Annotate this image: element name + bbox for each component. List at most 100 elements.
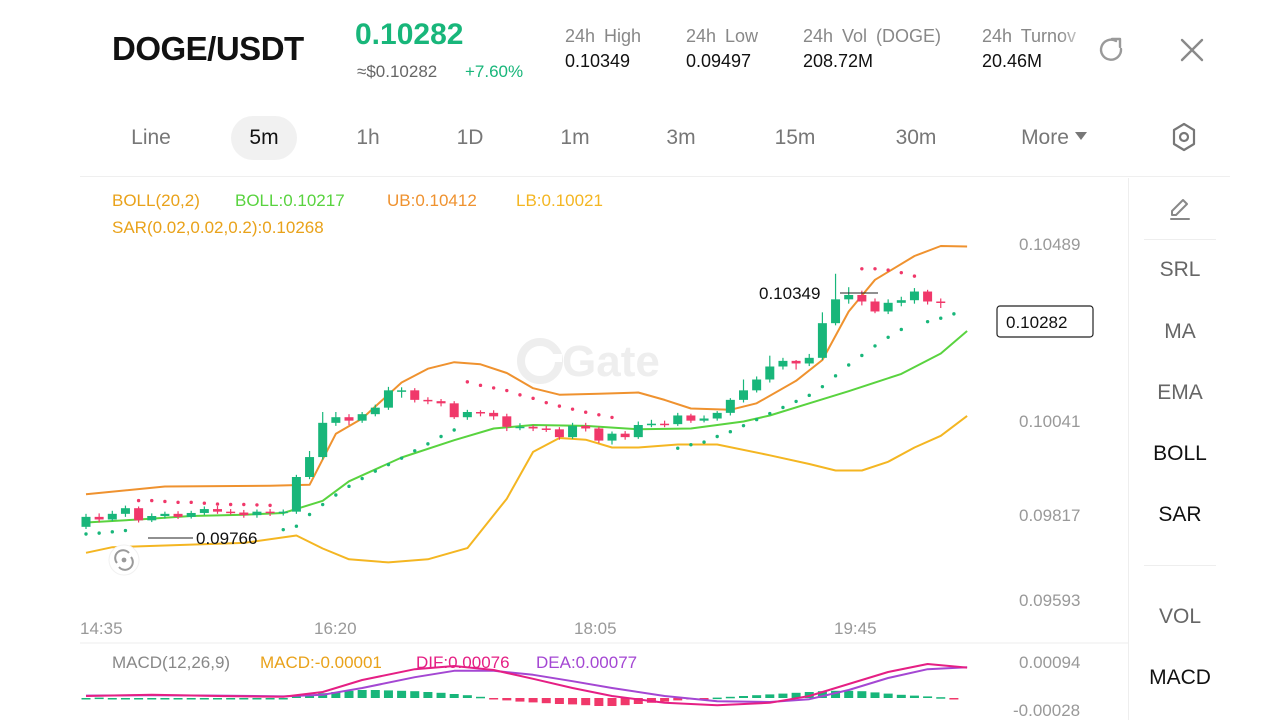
candle-body	[291, 477, 301, 512]
tab-5m[interactable]: 5m	[231, 116, 297, 160]
sar-dot	[413, 449, 417, 453]
macd-histogram-bar	[831, 690, 841, 698]
candlestick	[213, 506, 222, 514]
candle-body	[581, 425, 591, 429]
sar-dot	[452, 428, 456, 432]
indicator-sar[interactable]: SAR	[1158, 503, 1202, 526]
candlestick	[568, 422, 578, 439]
macd-histogram-bar	[607, 698, 617, 706]
candle-body	[81, 516, 91, 527]
candlestick	[581, 422, 591, 432]
close-icon	[1180, 38, 1204, 62]
macd-histogram-bar	[909, 695, 919, 698]
candlestick	[515, 423, 525, 431]
macd-histogram-bar	[344, 690, 354, 698]
candle-body	[449, 403, 459, 418]
sar-dot	[321, 502, 325, 507]
candlestick	[607, 431, 617, 445]
tab-3m[interactable]: 3m	[666, 126, 696, 149]
sar-dot	[531, 396, 535, 401]
tab-30m[interactable]: 30m	[895, 126, 937, 149]
boll-mid-label: BOLL:0.10217	[235, 191, 345, 210]
indicator-boll[interactable]: BOLL	[1153, 442, 1207, 465]
candle-body	[489, 412, 499, 417]
candle-body	[107, 513, 117, 520]
sar-dot	[768, 411, 772, 416]
candlestick	[502, 413, 512, 432]
candlestick	[449, 401, 459, 419]
macd-histogram-bar	[199, 698, 209, 700]
candlestick	[936, 298, 946, 308]
tab-line[interactable]: Line	[131, 126, 171, 149]
tab-more[interactable]: More	[1004, 116, 1104, 160]
candlestick	[844, 287, 854, 304]
chart-settings-button[interactable]	[1168, 120, 1200, 154]
tab-1m[interactable]: 1m	[560, 126, 590, 149]
stat-label: 24h Turnov	[982, 26, 1077, 46]
sar-dot	[860, 353, 864, 358]
macd-histogram-bar	[712, 697, 722, 700]
last-price: 0.10282	[355, 18, 464, 51]
macd-histogram-bar	[331, 692, 341, 698]
sar-dot	[873, 344, 877, 348]
sar-dot	[754, 417, 759, 422]
candle-body	[265, 511, 275, 514]
indicator-ema[interactable]: EMA	[1157, 381, 1203, 404]
candle-body	[883, 302, 893, 312]
indicator-vol[interactable]: VOL	[1158, 605, 1202, 628]
candlestick	[673, 412, 683, 426]
candlestick	[712, 411, 722, 421]
candle-body	[423, 399, 433, 402]
candle-body	[252, 511, 262, 516]
tab-1d[interactable]: 1D	[456, 126, 484, 149]
candle-body	[383, 390, 393, 408]
candle-body	[554, 429, 564, 438]
sar-dot	[360, 476, 364, 481]
macd-histogram-bar	[844, 690, 854, 698]
sar-dot	[97, 531, 101, 535]
candlestick	[436, 399, 446, 407]
settings-icon	[1172, 122, 1196, 152]
sar-dot	[505, 388, 509, 393]
candlestick	[318, 412, 328, 460]
macd-histogram-bar	[765, 694, 775, 698]
tab-more-label: More	[1021, 126, 1069, 149]
macd-histogram-bar	[147, 698, 157, 700]
sar-dot	[741, 423, 746, 428]
candle-body	[134, 508, 144, 521]
candle-body	[923, 291, 933, 302]
refresh-button[interactable]	[1096, 34, 1128, 66]
indicator-srl[interactable]: SRL	[1159, 258, 1201, 281]
macd-histogram-bar	[383, 690, 393, 698]
sar-dot	[570, 407, 575, 411]
sar-dot	[820, 384, 825, 389]
tab-1h[interactable]: 1h	[356, 126, 380, 149]
high-price-label: 0.10349	[759, 284, 820, 303]
candlestick	[81, 513, 91, 529]
sar-dot	[584, 410, 588, 414]
stat-value: 0.09497	[686, 51, 752, 71]
indicator-macd[interactable]: MACD	[1149, 666, 1211, 689]
macd-histogram-bar	[541, 698, 551, 704]
macd-histogram-bar	[581, 698, 591, 706]
macd-histogram-bar	[239, 698, 249, 700]
sar-dot	[334, 493, 338, 497]
reset-view-button[interactable]	[108, 544, 140, 576]
sar-dot	[544, 400, 548, 405]
sar-dot	[202, 501, 207, 505]
macd-histogram-bar	[357, 690, 367, 698]
candlestick	[357, 412, 367, 423]
draw-tool-button[interactable]	[1165, 194, 1195, 224]
x-tick-label: 14:35	[80, 619, 123, 638]
sar-dot	[478, 383, 483, 388]
candlestick	[370, 404, 380, 417]
sar-dot	[281, 527, 285, 532]
macd-histogram-bar	[462, 695, 472, 698]
price-chart[interactable]: Gate BOLL(20,2) BOLL:0.10217 UB:0.10412 …	[0, 0, 1128, 720]
indicator-ma[interactable]: MA	[1164, 320, 1196, 343]
candle-body	[804, 357, 814, 364]
tab-15m[interactable]: 15m	[774, 126, 816, 149]
close-button[interactable]	[1176, 34, 1208, 66]
sar-dot	[728, 430, 733, 434]
candlestick	[186, 510, 196, 519]
